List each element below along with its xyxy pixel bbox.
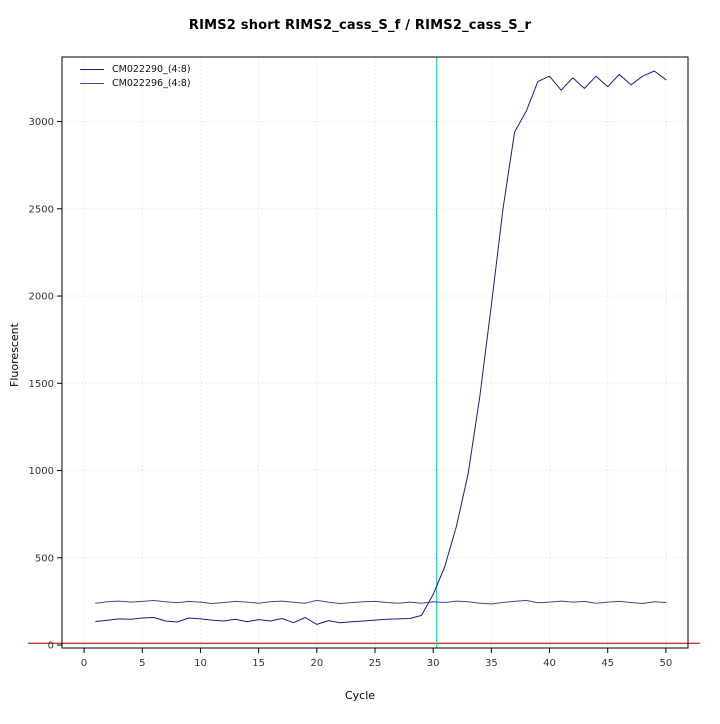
y-tick-label: 3000 bbox=[29, 117, 54, 128]
legend-line-swatch bbox=[80, 68, 104, 70]
legend-item: CM022296_(4:8) bbox=[80, 76, 191, 90]
y-tick-label: 2000 bbox=[29, 292, 54, 303]
x-tick-label: 10 bbox=[194, 658, 207, 669]
legend-line-swatch bbox=[80, 82, 104, 84]
legend-label: CM022296_(4:8) bbox=[112, 77, 191, 89]
x-tick-label: 0 bbox=[81, 658, 87, 669]
x-tick-label: 50 bbox=[660, 658, 673, 669]
legend-label: CM022290_(4:8) bbox=[112, 63, 191, 75]
x-tick-label: 35 bbox=[485, 658, 498, 669]
x-axis-label: Cycle bbox=[344, 689, 376, 702]
y-axis-label: Fluorescent bbox=[8, 323, 21, 387]
legend: CM022290_(4:8) CM022296_(4:8) bbox=[80, 62, 191, 90]
x-tick-label: 5 bbox=[139, 658, 145, 669]
chart-title: RIMS2 short RIMS2_cass_S_f / RIMS2_cass_… bbox=[188, 18, 532, 33]
x-tick-label: 15 bbox=[252, 658, 265, 669]
grid-lines bbox=[62, 57, 688, 648]
axis-ticks: 0 5 10 15 20 25 30 35 40 45 5005001000150020002500… bbox=[29, 117, 673, 669]
x-tick-label: 20 bbox=[310, 658, 323, 669]
x-tick-label: 30 bbox=[427, 658, 440, 669]
series-line-0 bbox=[95, 70, 667, 625]
data-series bbox=[95, 70, 667, 625]
y-tick-label: 1000 bbox=[29, 466, 54, 477]
legend-item: CM022290_(4:8) bbox=[80, 62, 191, 76]
reference-lines bbox=[28, 57, 700, 648]
series-line-1 bbox=[95, 599, 667, 605]
x-tick-label: 40 bbox=[543, 658, 556, 669]
y-tick-label: 2500 bbox=[29, 204, 54, 215]
y-tick-label: 1500 bbox=[29, 379, 54, 390]
y-tick-label: 0 bbox=[48, 641, 54, 652]
x-tick-label: 25 bbox=[369, 658, 382, 669]
y-tick-label: 500 bbox=[35, 553, 54, 564]
x-tick-label: 45 bbox=[601, 658, 614, 669]
